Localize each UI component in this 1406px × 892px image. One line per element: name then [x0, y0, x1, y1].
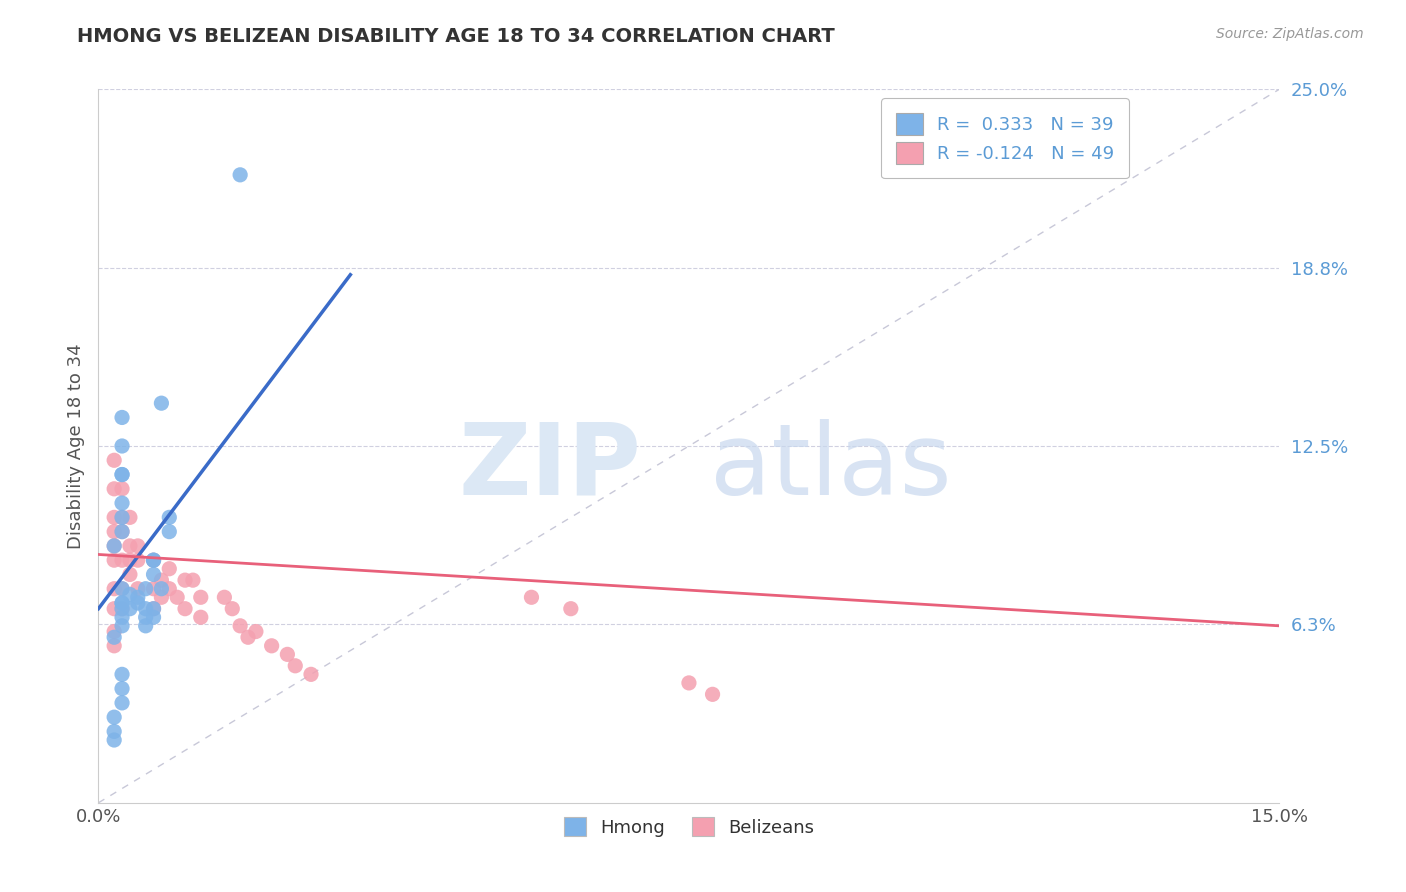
- Point: [127, 539, 149, 553]
- Point: [135, 619, 157, 633]
- Point: [157, 524, 180, 539]
- Point: [111, 596, 134, 610]
- Point: [118, 553, 141, 567]
- Point: [103, 639, 125, 653]
- Text: HMONG VS BELIZEAN DISABILITY AGE 18 TO 34 CORRELATION CHART: HMONG VS BELIZEAN DISABILITY AGE 18 TO 3…: [77, 27, 835, 45]
- Point: [111, 596, 134, 610]
- Legend: Hmong, Belizeans: Hmong, Belizeans: [557, 810, 821, 844]
- Point: [678, 676, 700, 690]
- Point: [142, 610, 165, 624]
- Point: [142, 582, 165, 596]
- Point: [174, 573, 197, 587]
- Point: [111, 582, 134, 596]
- Point: [111, 619, 134, 633]
- Text: ZIP: ZIP: [458, 419, 641, 516]
- Point: [103, 539, 125, 553]
- Point: [118, 567, 141, 582]
- Point: [103, 453, 125, 467]
- Point: [103, 724, 125, 739]
- Point: [150, 573, 173, 587]
- Point: [236, 630, 259, 644]
- Y-axis label: Disability Age 18 to 34: Disability Age 18 to 34: [66, 343, 84, 549]
- Point: [111, 667, 134, 681]
- Point: [229, 168, 252, 182]
- Point: [520, 591, 543, 605]
- Point: [111, 467, 134, 482]
- Point: [702, 687, 724, 701]
- Point: [111, 510, 134, 524]
- Point: [103, 630, 125, 644]
- Point: [157, 510, 180, 524]
- Point: [135, 601, 157, 615]
- Point: [190, 610, 212, 624]
- Point: [174, 601, 197, 615]
- Point: [103, 482, 125, 496]
- Point: [111, 482, 134, 496]
- Point: [181, 573, 204, 587]
- Point: [103, 582, 125, 596]
- Point: [118, 601, 141, 615]
- Point: [111, 601, 134, 615]
- Point: [103, 524, 125, 539]
- Point: [190, 591, 212, 605]
- Point: [118, 587, 141, 601]
- Point: [560, 601, 582, 615]
- Point: [103, 733, 125, 747]
- Point: [111, 524, 134, 539]
- Point: [111, 696, 134, 710]
- Point: [157, 582, 180, 596]
- Point: [111, 681, 134, 696]
- Point: [103, 710, 125, 724]
- Point: [276, 648, 298, 662]
- Text: Source: ZipAtlas.com: Source: ZipAtlas.com: [1216, 27, 1364, 41]
- Point: [111, 496, 134, 510]
- Point: [142, 553, 165, 567]
- Point: [127, 582, 149, 596]
- Point: [150, 591, 173, 605]
- Point: [103, 539, 125, 553]
- Point: [111, 610, 134, 624]
- Point: [111, 439, 134, 453]
- Point: [150, 582, 173, 596]
- Point: [127, 591, 149, 605]
- Point: [111, 582, 134, 596]
- Point: [135, 610, 157, 624]
- Point: [299, 667, 322, 681]
- Point: [142, 601, 165, 615]
- Point: [150, 396, 173, 410]
- Point: [245, 624, 267, 639]
- Point: [111, 410, 134, 425]
- Point: [214, 591, 236, 605]
- Point: [229, 619, 252, 633]
- Point: [157, 562, 180, 576]
- Point: [111, 553, 134, 567]
- Point: [103, 553, 125, 567]
- Point: [118, 510, 141, 524]
- Point: [111, 467, 134, 482]
- Point: [142, 567, 165, 582]
- Point: [127, 553, 149, 567]
- Point: [142, 553, 165, 567]
- Point: [135, 582, 157, 596]
- Point: [118, 539, 141, 553]
- Point: [142, 553, 165, 567]
- Point: [103, 510, 125, 524]
- Point: [127, 596, 149, 610]
- Point: [142, 601, 165, 615]
- Point: [111, 601, 134, 615]
- Point: [284, 658, 307, 673]
- Text: atlas: atlas: [710, 419, 952, 516]
- Point: [111, 510, 134, 524]
- Point: [221, 601, 243, 615]
- Point: [166, 591, 188, 605]
- Point: [103, 601, 125, 615]
- Point: [103, 624, 125, 639]
- Point: [111, 524, 134, 539]
- Point: [260, 639, 283, 653]
